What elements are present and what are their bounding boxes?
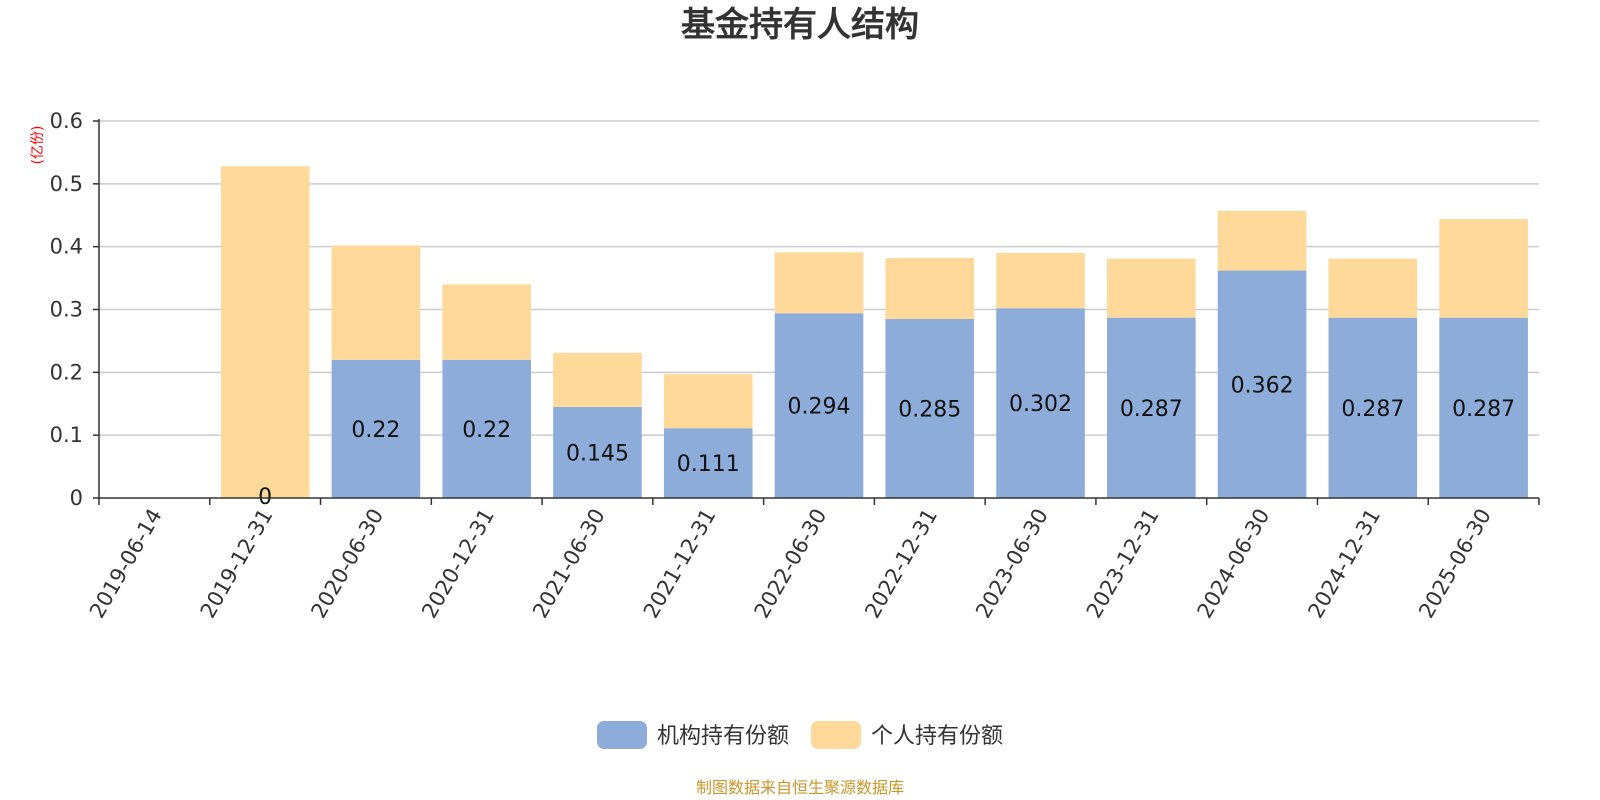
bar-individual xyxy=(553,352,642,407)
x-axis-ticks: 2019-06-14 2019-12-31 2020-06-30 2020-12-31… xyxy=(85,498,1540,623)
bar-institutional xyxy=(553,406,642,498)
x-tick-label: 2019-12-31 xyxy=(196,505,278,623)
x-tick-label: 2023-06-30 xyxy=(971,505,1053,623)
bar-individual xyxy=(1328,258,1418,318)
legend-item[interactable]: 机构持有份额 xyxy=(597,721,789,749)
y-tick-label: 0 xyxy=(70,486,83,510)
x-tick-label: 2021-06-30 xyxy=(528,505,610,623)
bar-institutional xyxy=(1439,317,1528,498)
y-axis-unit-label: (亿份) xyxy=(30,126,46,165)
y-tick-label: 0.3 xyxy=(50,298,83,322)
y-tick-label: 0.6 xyxy=(50,109,83,133)
x-tick-label: 2024-06-30 xyxy=(1193,505,1275,623)
axes xyxy=(98,119,1539,499)
data-label: 0.294 xyxy=(788,395,851,420)
bar-institutional xyxy=(1107,317,1196,498)
y-tick-label: 0.5 xyxy=(50,172,83,196)
y-tick-label: 0.1 xyxy=(50,423,83,447)
source-note: 制图数据来自恒生聚源数据库 xyxy=(696,778,904,797)
x-tick-label: 2022-12-31 xyxy=(860,505,942,623)
data-label: 0.285 xyxy=(898,397,961,422)
bar-individual xyxy=(220,166,310,499)
x-tick-label: 2020-12-31 xyxy=(417,505,499,623)
x-tick-label: 2022-06-30 xyxy=(750,505,832,623)
data-label: 0.22 xyxy=(462,418,511,443)
bar-individual xyxy=(885,257,975,319)
bar-institutional xyxy=(996,308,1085,498)
bar-institutional xyxy=(1217,270,1307,498)
bar-institutional xyxy=(885,318,975,498)
bar-individual xyxy=(1439,219,1528,318)
data-label: 0.145 xyxy=(566,441,629,466)
bar-individual xyxy=(774,252,864,314)
legend-item[interactable]: 个人持有份额 xyxy=(811,721,1003,749)
bar-institutional xyxy=(331,359,421,498)
legend-swatch xyxy=(597,721,647,749)
data-label: 0.111 xyxy=(677,452,740,477)
x-tick-label: 2023-12-31 xyxy=(1082,505,1164,623)
data-label: 0.287 xyxy=(1120,397,1183,422)
legend[interactable]: 机构持有份额 个人持有份额 xyxy=(597,721,1003,749)
bar-individual xyxy=(442,284,531,360)
y-tick-label: 0.4 xyxy=(50,235,83,259)
bar-individual xyxy=(1107,258,1196,318)
y-axis-ticks: 0 0.1 0.2 0.3 0.4 0.5 0.6 xyxy=(50,109,99,510)
x-tick-label: 2020-06-30 xyxy=(306,505,388,623)
legend-swatch xyxy=(811,721,861,749)
data-label: 0.362 xyxy=(1231,373,1294,398)
bar-individual xyxy=(1217,210,1307,271)
bar-individual xyxy=(331,245,421,360)
y-tick-label: 0.2 xyxy=(50,360,83,384)
x-tick-label: 2024-12-31 xyxy=(1303,505,1385,623)
bar-institutional xyxy=(442,359,531,498)
legend-label: 个人持有份额 xyxy=(871,724,1003,749)
bar-institutional xyxy=(663,428,753,498)
data-label: 0.287 xyxy=(1452,397,1515,422)
bars xyxy=(220,166,1528,499)
chart-title: 基金持有人结构 xyxy=(681,5,919,45)
bar-individual xyxy=(996,252,1085,309)
legend-label: 机构持有份额 xyxy=(657,724,789,749)
bar-institutional xyxy=(774,313,864,498)
x-tick-label: 2025-06-30 xyxy=(1414,505,1496,623)
data-label: 0.287 xyxy=(1341,397,1404,422)
bar-individual xyxy=(663,374,753,429)
data-label: 0.22 xyxy=(351,418,400,443)
x-tick-label: 2019-06-14 xyxy=(85,505,167,623)
data-label: 0.302 xyxy=(1009,392,1072,417)
bar-institutional xyxy=(1328,317,1418,498)
x-tick-label: 2021-12-31 xyxy=(639,505,721,623)
